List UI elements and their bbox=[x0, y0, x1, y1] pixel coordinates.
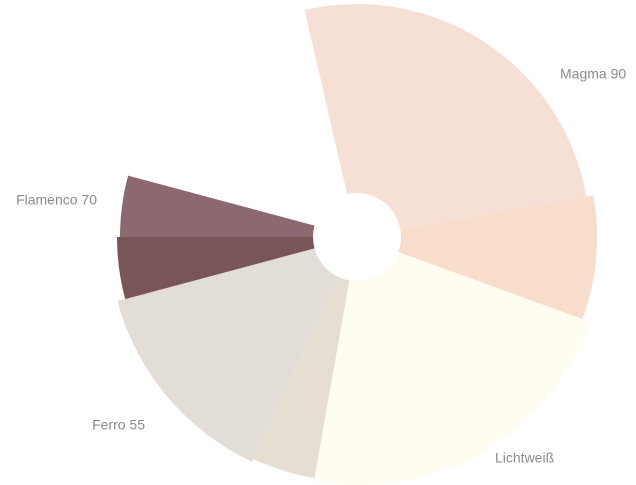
segment-label: Magma 90 bbox=[560, 66, 626, 82]
rose-segment bbox=[304, 3, 587, 230]
segment-label: Ferro 55 bbox=[92, 417, 145, 433]
segment-label: Flamenco 70 bbox=[16, 192, 97, 208]
segment-label: Lichtweiß bbox=[495, 450, 554, 466]
rose-segment bbox=[313, 252, 591, 485]
rose-segment bbox=[120, 175, 315, 237]
rose-segment bbox=[117, 248, 339, 462]
rose-segment bbox=[117, 237, 315, 300]
rose-segment bbox=[253, 276, 350, 479]
rose-segment bbox=[398, 195, 598, 320]
